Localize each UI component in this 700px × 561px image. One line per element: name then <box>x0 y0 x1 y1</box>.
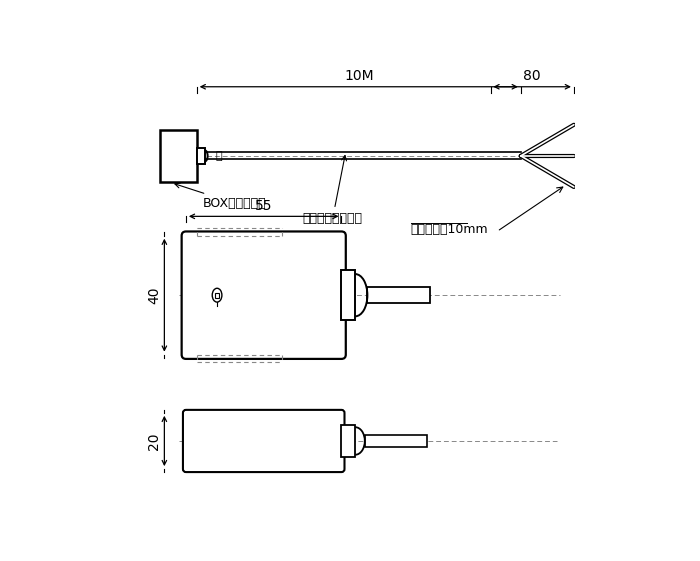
Bar <box>197 148 204 164</box>
Text: ムキダシ：10mm: ムキダシ：10mm <box>411 223 488 236</box>
Bar <box>342 270 356 320</box>
Text: 〈: 〈 <box>215 151 222 161</box>
Text: 40: 40 <box>147 287 161 304</box>
FancyBboxPatch shape <box>181 232 346 359</box>
Bar <box>342 425 356 457</box>
Text: 20: 20 <box>147 432 161 450</box>
Text: BOX：耐熱樹脂: BOX：耐熱樹脂 <box>175 183 267 210</box>
Text: ビニール被覆導線: ビニール被覆導線 <box>302 155 363 225</box>
Text: 55: 55 <box>255 199 272 213</box>
Text: 10M: 10M <box>344 70 374 83</box>
Ellipse shape <box>212 288 222 302</box>
Bar <box>365 435 428 447</box>
Text: 80: 80 <box>524 70 541 83</box>
Bar <box>215 293 220 297</box>
FancyBboxPatch shape <box>183 410 344 472</box>
Bar <box>160 130 197 182</box>
Bar <box>368 287 430 304</box>
